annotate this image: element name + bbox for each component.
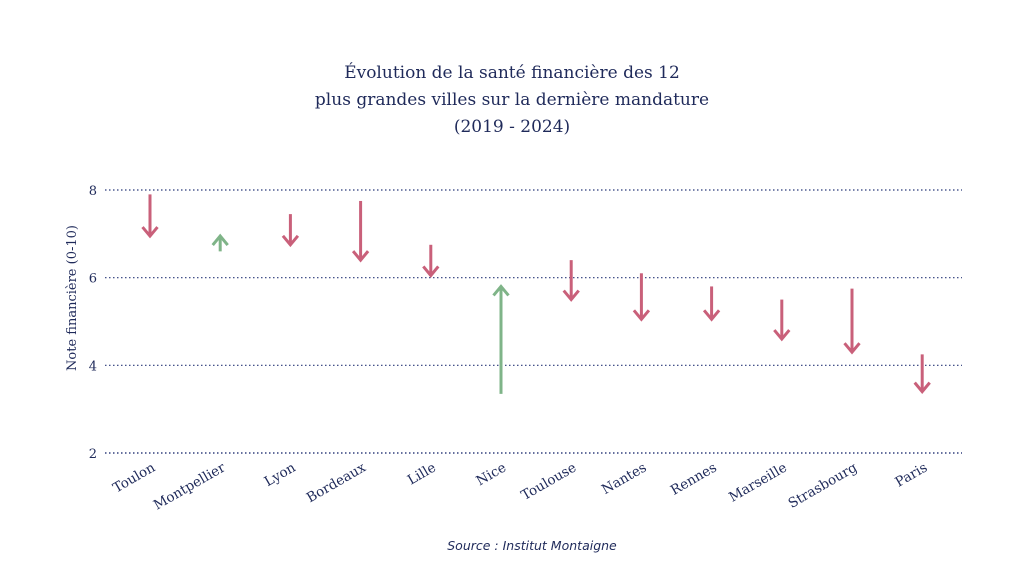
arrow-head	[843, 342, 861, 355]
arrow-toulouse	[562, 260, 580, 302]
arrow-nantes	[632, 273, 651, 322]
arrow-head	[492, 284, 510, 297]
x-tick-label: Nantes	[599, 460, 649, 498]
arrow-nice	[492, 284, 510, 394]
x-tick-label: Lille	[405, 460, 439, 489]
arrow-head	[773, 329, 791, 342]
title-line-1: Évolution de la santé financière des 12	[344, 63, 680, 83]
arrow-strasbourg	[843, 288, 861, 355]
y-tick-label: 6	[89, 272, 97, 287]
arrow-lyon	[281, 214, 300, 248]
x-tick-label: Paris	[893, 460, 931, 491]
title-line-3: (2019 - 2024)	[453, 117, 571, 137]
arrow-head	[702, 309, 721, 322]
arrow-paris	[913, 354, 931, 394]
x-tick-label: Strasbourg	[786, 459, 861, 511]
x-tick-label: Rennes	[668, 460, 720, 499]
arrow-head	[281, 234, 300, 248]
arrow-rennes	[702, 286, 721, 322]
arrow-head	[632, 309, 651, 322]
arrow-head	[422, 265, 440, 278]
arrow-head	[141, 226, 159, 239]
arrow-toulon	[141, 194, 159, 239]
y-axis-ticks: 2 4 6 8	[89, 184, 97, 462]
arrow-lille	[422, 244, 440, 278]
arrow-montpellier	[211, 233, 229, 252]
gridlines	[105, 189, 962, 454]
x-tick-label: Marseille	[726, 460, 790, 506]
x-tick-label: Lyon	[262, 459, 299, 490]
arrow-head	[562, 289, 580, 302]
arrow-head	[913, 381, 931, 394]
y-axis-label: Note financière (0-10)	[65, 225, 80, 371]
title-line-2: plus grandes villes sur la dernière mand…	[314, 90, 710, 110]
arrow-bordeaux	[351, 200, 370, 263]
x-tick-label: Montpellier	[151, 459, 229, 513]
x-tick-label: Toulon	[110, 459, 158, 496]
x-tick-label: Toulouse	[519, 460, 580, 504]
x-tick-label: Bordeaux	[304, 459, 369, 506]
source-note: Source : Institut Montaigne	[447, 538, 617, 553]
y-tick-label: 2	[89, 447, 97, 462]
arrow-marseille	[773, 299, 791, 342]
chart-title: Évolution de la santé financière des 12 …	[0, 60, 1024, 141]
arrow-head	[211, 233, 229, 246]
arrows	[141, 194, 931, 394]
y-tick-label: 4	[89, 359, 97, 374]
x-tick-label: Nice	[474, 460, 509, 490]
y-tick-label: 8	[89, 184, 97, 199]
arrow-head	[351, 250, 370, 263]
